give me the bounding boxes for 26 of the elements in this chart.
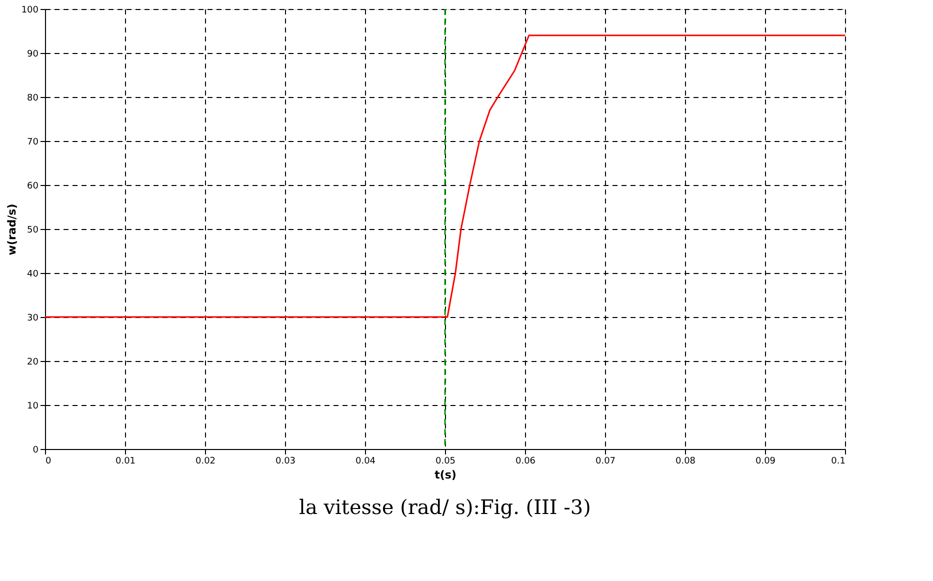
x-tick-label: 0.06 — [515, 456, 536, 466]
y-tick-label: 0 — [32, 446, 39, 456]
line-series — [44, 34, 846, 318]
x-tick-label: 0.04 — [355, 456, 376, 466]
x-tick-label: 0.03 — [275, 456, 296, 466]
y-tick-label: 20 — [27, 358, 39, 368]
x-tick-label: 0.1 — [831, 456, 846, 466]
x-tick-label: 0.08 — [675, 456, 696, 466]
y-tick-label: 60 — [27, 182, 39, 192]
y-axis-title: w(rad/s) — [5, 204, 18, 256]
text: la vitesse (rad/ s):Fig. (III -3) — [299, 495, 591, 519]
y-tick-label: 80 — [27, 94, 39, 104]
y-tick-label: 40 — [27, 270, 39, 280]
x-tick-label: 0.09 — [755, 456, 776, 466]
x-tick-label: 0.07 — [595, 456, 616, 466]
y-tick-label: 10 — [27, 402, 39, 412]
x-tick-label: 0.02 — [195, 456, 216, 466]
x-tick-label: 0 — [46, 456, 52, 466]
y-tick-label: 70 — [27, 138, 39, 148]
x-axis-title: t(s) — [434, 468, 456, 482]
y-tick-label: 50 — [27, 226, 39, 236]
x-tick-label: 0.01 — [115, 456, 136, 466]
x-tick-label: 0.05 — [435, 456, 456, 466]
y-tick-label: 100 — [21, 6, 39, 16]
y-tick-label: 30 — [27, 314, 39, 324]
y-tick-label: 90 — [27, 50, 39, 60]
